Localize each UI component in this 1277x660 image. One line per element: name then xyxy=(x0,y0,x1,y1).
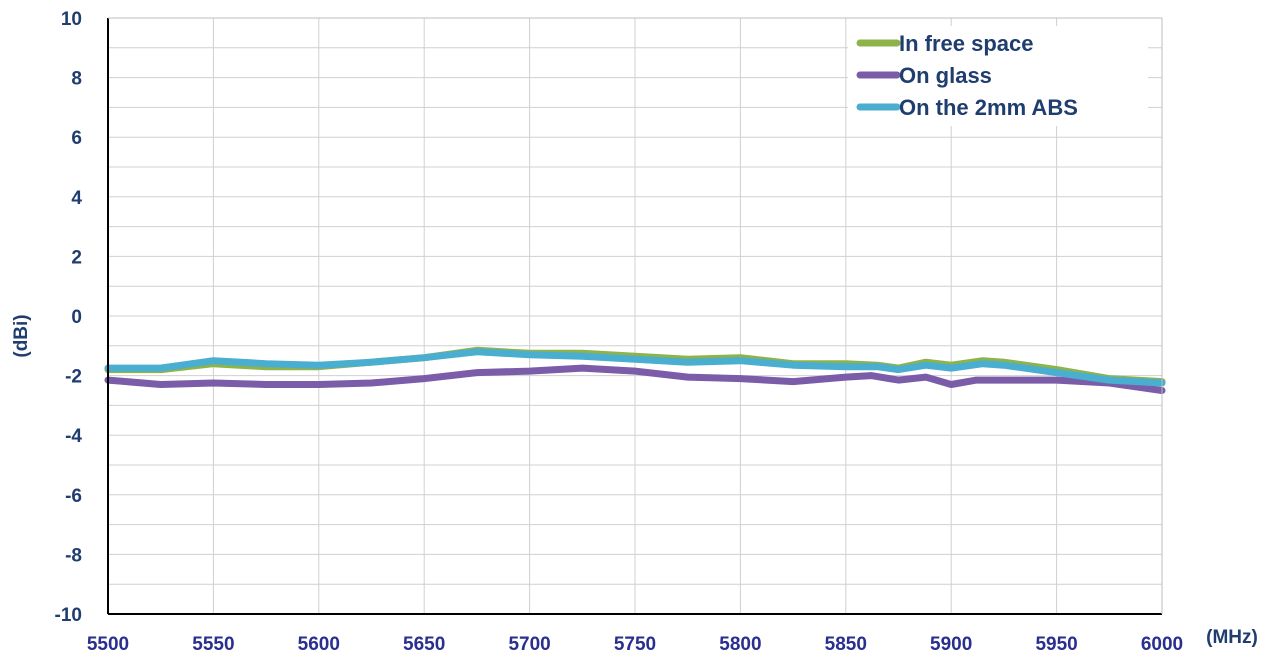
x-tick-label: 5850 xyxy=(825,634,867,655)
x-tick-label: 5500 xyxy=(87,634,129,655)
y-tick-label: -8 xyxy=(65,545,82,566)
y-tick-label: 0 xyxy=(71,307,82,328)
x-tick-label: 5750 xyxy=(614,634,656,655)
y-tick-label: 2 xyxy=(71,247,82,268)
series-lines xyxy=(104,346,1166,394)
series-line xyxy=(104,348,1166,387)
x-tick-label: 5900 xyxy=(930,634,972,655)
x-tick-label: 5650 xyxy=(403,634,445,655)
y-axis-title: (dBi) xyxy=(11,314,32,357)
y-tick-label: 4 xyxy=(71,188,82,209)
x-tick-label: 5950 xyxy=(1035,634,1077,655)
y-tick-label: -2 xyxy=(65,367,82,388)
x-tick-label: 5700 xyxy=(508,634,550,655)
legend-label: On glass xyxy=(899,63,992,88)
series-line xyxy=(104,364,1166,394)
x-tick-label: 5550 xyxy=(192,634,234,655)
legend-label: On the 2mm ABS xyxy=(899,95,1078,120)
legend-label: In free space xyxy=(899,31,1034,56)
x-axis-title: (MHz) xyxy=(1206,627,1258,648)
y-tick-label: -6 xyxy=(65,486,82,507)
x-tick-label: 5800 xyxy=(719,634,761,655)
y-tick-label: 10 xyxy=(61,9,82,30)
y-tick-label: 6 xyxy=(71,128,82,149)
legend: In free space On glass On the 2mm ABS xyxy=(848,26,1148,126)
gridlines xyxy=(108,18,1162,614)
y-tick-label: -4 xyxy=(65,426,82,447)
x-tick-label: 6000 xyxy=(1141,634,1183,655)
x-tick-label: 5600 xyxy=(298,634,340,655)
y-tick-label: 8 xyxy=(71,69,82,90)
y-tick-label: -10 xyxy=(55,605,82,626)
